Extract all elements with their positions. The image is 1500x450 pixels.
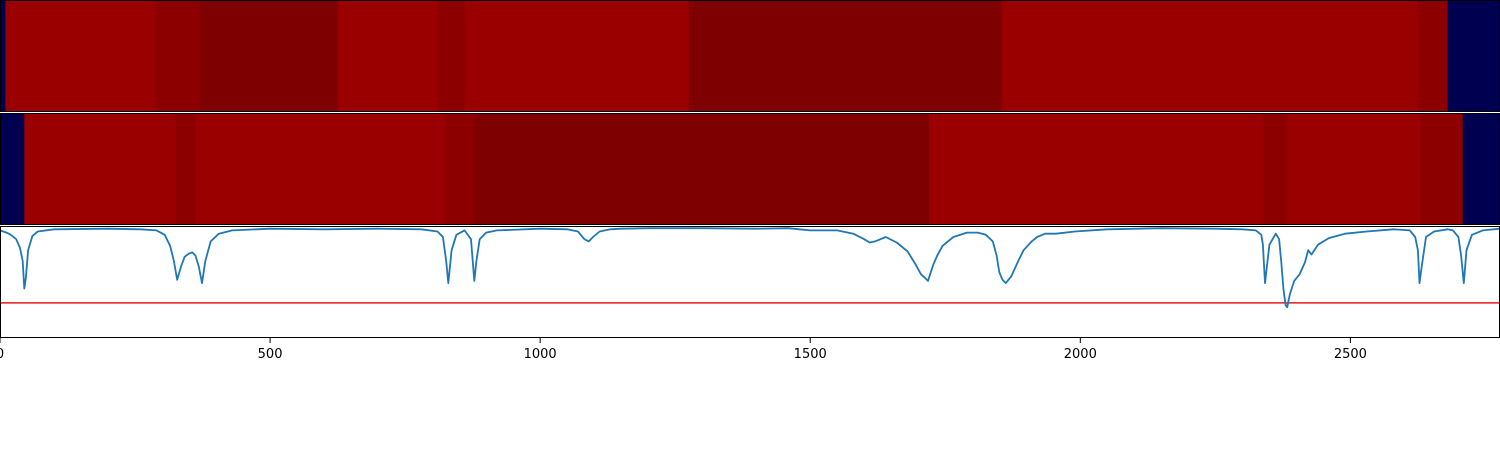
x-axis: 0 500 1000 1500 2000 2500 bbox=[0, 338, 1367, 362]
x-tick-label: 2500 bbox=[1334, 347, 1367, 362]
heatmap-cell bbox=[1286, 113, 1422, 225]
heatmap-cell bbox=[175, 113, 197, 225]
heatmap-cell bbox=[688, 0, 1003, 112]
line-panel bbox=[0, 226, 1500, 338]
heatmap-cell bbox=[5, 0, 157, 112]
heatmap-cell bbox=[1262, 113, 1288, 225]
heatmap-cell bbox=[24, 113, 177, 225]
x-tick-label: 2000 bbox=[1064, 347, 1097, 362]
heatmap-cell bbox=[1417, 0, 1449, 112]
heatmap-bottom-panel bbox=[0, 113, 1500, 225]
heatmap-cell bbox=[1462, 113, 1500, 225]
heatmap-cell bbox=[1447, 0, 1500, 112]
heatmap-cell bbox=[475, 113, 930, 225]
heatmap-cell bbox=[199, 0, 339, 112]
heatmap-cell bbox=[0, 113, 25, 225]
series-line bbox=[0, 227, 1500, 309]
heatmap-top-panel bbox=[0, 0, 1500, 112]
heatmap-cell bbox=[337, 0, 439, 112]
heatmap-cell bbox=[464, 0, 690, 112]
x-tick-label: 1500 bbox=[794, 347, 827, 362]
heatmap-cell bbox=[195, 113, 447, 225]
heatmap-cell bbox=[1420, 113, 1464, 225]
heatmap-cell bbox=[437, 0, 466, 112]
heatmap-cell bbox=[445, 113, 476, 225]
heatmap-cell bbox=[155, 0, 201, 112]
x-tick-label: 0 bbox=[0, 347, 4, 362]
heatmap-cell bbox=[1001, 0, 1419, 112]
heatmap-cell bbox=[0, 0, 7, 112]
x-tick-label: 500 bbox=[258, 347, 283, 362]
heatmap-cell bbox=[929, 113, 1264, 225]
line-plot-background bbox=[0, 226, 1500, 338]
x-tick-label: 1000 bbox=[524, 347, 557, 362]
